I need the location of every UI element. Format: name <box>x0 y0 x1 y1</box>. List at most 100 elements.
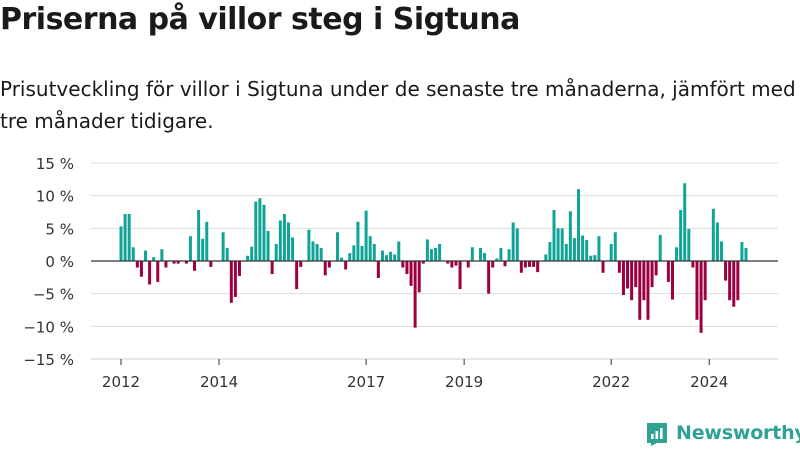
bar <box>675 247 679 261</box>
bar <box>144 250 148 261</box>
bar <box>127 213 131 261</box>
bar <box>421 261 425 264</box>
bar <box>323 261 327 276</box>
bar <box>658 234 662 261</box>
bar <box>720 241 723 261</box>
bar <box>364 210 368 261</box>
x-tick-label: 2019 <box>445 373 483 391</box>
bar <box>221 232 225 261</box>
bar <box>340 257 344 261</box>
bar <box>295 261 299 290</box>
y-tick-label: 5 % <box>45 220 74 238</box>
x-tick-label: 2024 <box>690 373 728 391</box>
bar <box>458 261 462 290</box>
bar <box>470 247 474 261</box>
y-tick-label: −15 % <box>23 351 74 369</box>
y-tick-label: 15 % <box>36 155 74 173</box>
bar <box>201 238 205 261</box>
bar <box>556 228 560 261</box>
bar <box>454 261 458 266</box>
bar <box>503 261 507 267</box>
bar <box>409 261 413 286</box>
bar <box>523 261 527 268</box>
bar <box>434 247 438 261</box>
bar <box>511 222 515 261</box>
bar <box>589 255 593 261</box>
bar <box>237 261 241 277</box>
bar <box>515 228 519 261</box>
bar <box>687 228 691 261</box>
bar <box>744 247 748 261</box>
bar <box>205 221 209 261</box>
bar <box>487 261 491 294</box>
chart-title: Priserna på villor steg i Sigtuna <box>0 2 520 37</box>
bar <box>638 261 642 320</box>
bar <box>307 229 311 261</box>
bar <box>564 244 568 261</box>
bar <box>711 208 715 261</box>
x-tick-label: 2014 <box>200 373 238 391</box>
bar <box>270 261 274 275</box>
bar <box>262 204 266 261</box>
bar <box>528 261 531 267</box>
bar <box>197 210 201 261</box>
bar <box>119 226 123 261</box>
bar <box>507 249 511 261</box>
bar <box>736 261 740 301</box>
bar <box>393 254 397 261</box>
bar <box>552 210 556 261</box>
bar <box>344 261 348 270</box>
bar <box>724 261 728 281</box>
bar <box>135 261 139 268</box>
bar <box>184 261 188 264</box>
bar <box>626 261 630 289</box>
bar <box>450 261 454 268</box>
bar-series <box>119 183 748 333</box>
y-axis-ticks: 15 % 10 % 5 % 0 % −5 % −10 % −15 % <box>23 155 74 369</box>
bar <box>372 244 376 261</box>
bar <box>438 244 442 261</box>
chart-subtitle: Prisutveckling för villor i Sigtuna unde… <box>0 77 796 133</box>
newsworthy-logo-icon <box>647 423 667 446</box>
bar <box>258 198 262 261</box>
bar <box>164 261 168 268</box>
bar <box>577 189 581 261</box>
bar <box>356 221 360 261</box>
y-tick-label: 0 % <box>45 253 74 271</box>
bar <box>254 201 258 261</box>
bar <box>572 238 576 261</box>
bar <box>172 261 176 264</box>
bar <box>495 258 499 261</box>
bar <box>417 261 421 293</box>
bar <box>446 261 450 264</box>
bar <box>609 244 613 261</box>
bar <box>670 261 674 300</box>
bar <box>397 241 401 261</box>
bar <box>156 261 160 282</box>
bar <box>376 261 380 278</box>
bar <box>327 261 331 268</box>
bar <box>131 247 135 261</box>
y-tick-label: 10 % <box>36 188 74 206</box>
bar <box>429 249 433 261</box>
bar <box>613 232 617 261</box>
bar <box>593 255 597 261</box>
y-tick-label: −5 % <box>33 286 74 304</box>
bar <box>536 261 540 273</box>
bar <box>425 239 429 261</box>
bar <box>621 261 625 295</box>
bar <box>311 241 315 261</box>
last-value-label: 2 % <box>740 0 769 4</box>
bar <box>152 257 156 261</box>
brand-name: Newsworthy <box>676 422 800 444</box>
bar <box>703 261 707 301</box>
bar <box>336 232 339 261</box>
bar <box>630 261 634 301</box>
bar <box>123 213 127 261</box>
bar <box>654 261 658 276</box>
bar <box>466 261 470 268</box>
bar <box>278 220 282 261</box>
x-axis-ticks: 2012 2014 2017 2019 2022 2024 <box>91 358 778 391</box>
y-tick-label: −10 % <box>23 318 74 336</box>
